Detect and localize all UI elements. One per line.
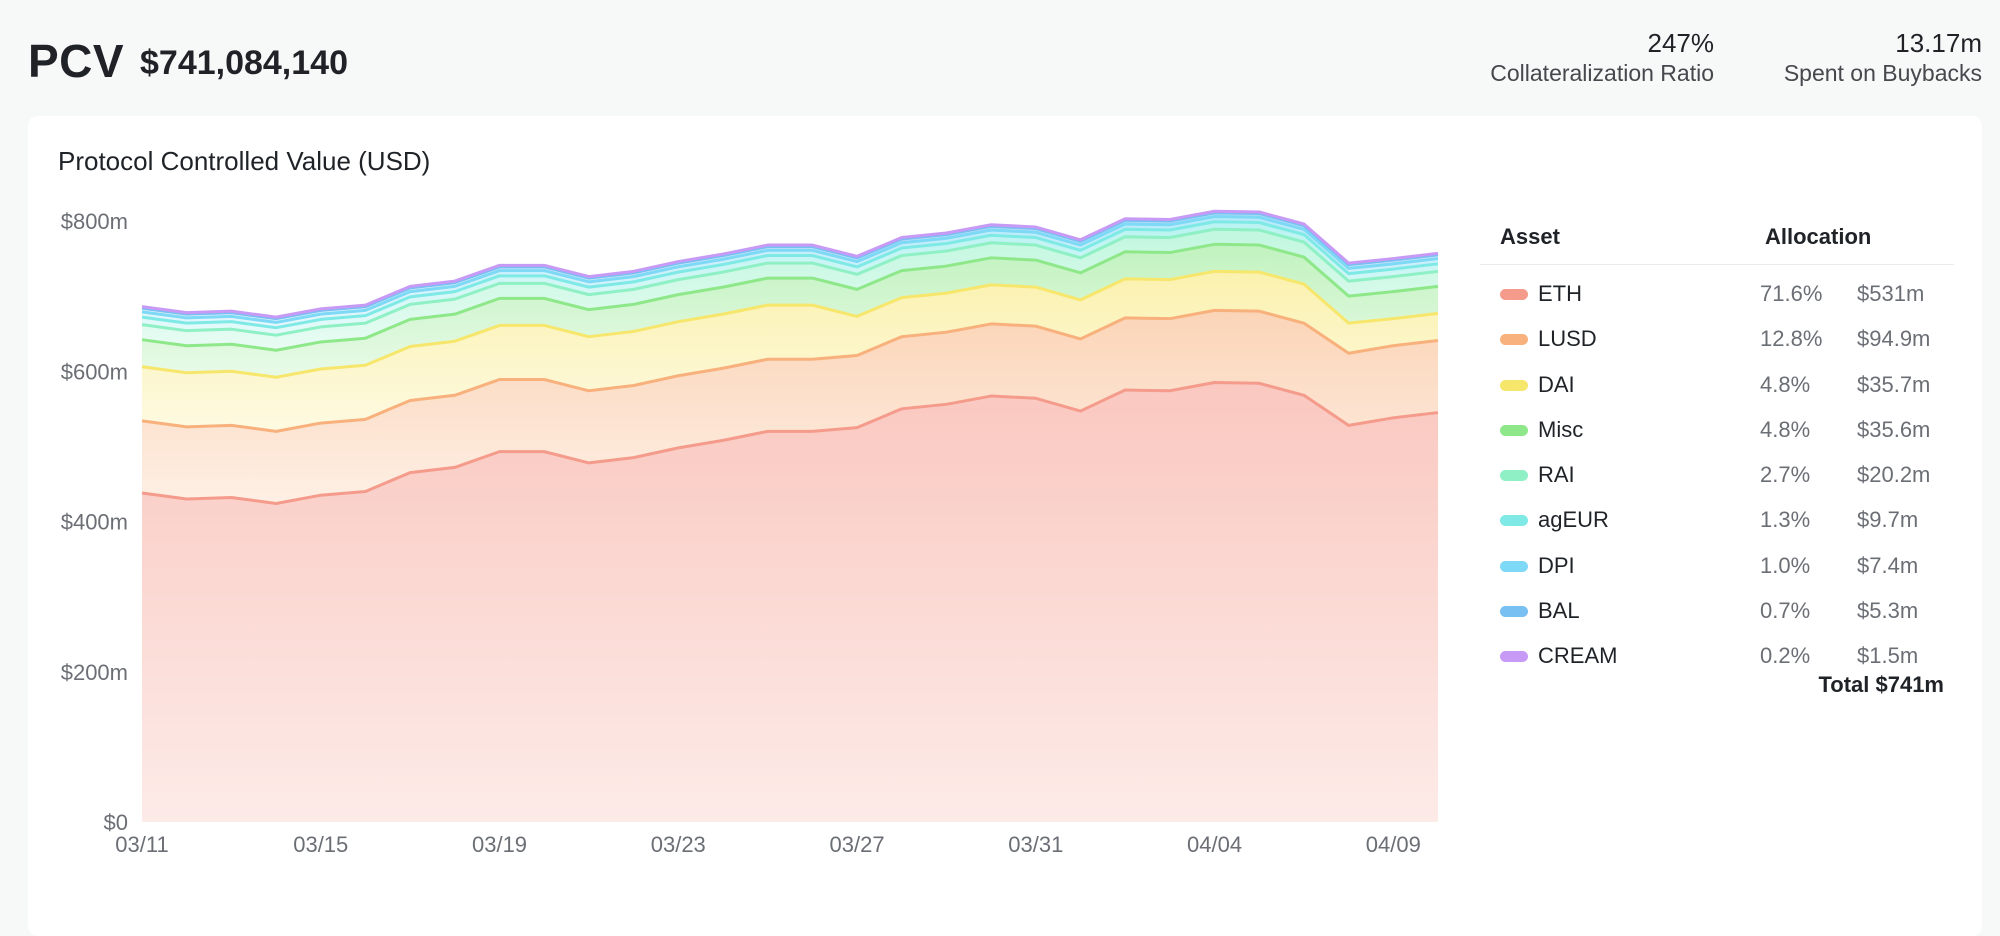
- x-axis-ticks: 03/11 03/15 03/19 03/23 03/27 03/31 04/04 04/09: [115, 832, 1421, 857]
- allocation-row-ageur: agEUR 1.3% $9.7m: [1480, 499, 1954, 544]
- allocation-table: Asset Allocation ETH 71.6% $531m LUSD 12.8% $…: [1480, 206, 1954, 697]
- asset-name: DAI: [1538, 371, 1575, 397]
- stat-value: 13.17m: [1895, 28, 1982, 58]
- stat-label: Spent on Buybacks: [1783, 60, 1982, 86]
- asset-name: LUSD: [1538, 326, 1597, 352]
- line-ageur: [141, 220, 1439, 330]
- line-dpi: [141, 214, 1439, 324]
- allocation-row-misc: Misc 4.8% $35.6m: [1480, 409, 1954, 454]
- color-swatch: [1500, 606, 1528, 618]
- area-misc[interactable]: [142, 244, 1438, 378]
- stat-value: 247%: [1647, 28, 1715, 58]
- stacked-area-chart[interactable]: $0$200m$400m$600m$800m 03/11 03/15 03/19 03…: [28, 116, 1478, 908]
- area-rai[interactable]: [142, 229, 1438, 351]
- y-tick-label: $200m: [61, 660, 128, 685]
- line-cream: [141, 209, 1439, 319]
- pcv-total-value: $741,084,140: [140, 44, 348, 82]
- x-tick-label: 03/15: [293, 832, 348, 857]
- x-tick-label: 03/31: [1008, 832, 1063, 857]
- stat-label: Collateralization Ratio: [1490, 60, 1714, 86]
- x-tick-label: 03/27: [830, 832, 885, 857]
- asset-name: DPI: [1538, 552, 1575, 578]
- asset-name: CREAM: [1538, 643, 1618, 669]
- x-tick-label: 03/23: [651, 832, 706, 857]
- allocation-row-cream: CREAM 0.2% $1.5m: [1480, 635, 1954, 680]
- stat-buybacks: 13.17m Spent on Buybacks: [1784, 28, 1982, 88]
- x-tick-label: 03/19: [472, 832, 527, 857]
- asset-percent: 0.7%: [1760, 598, 1811, 624]
- x-tick-label: 04/04: [1187, 832, 1242, 857]
- color-swatch: [1500, 289, 1528, 300]
- asset-percent: 12.8%: [1760, 326, 1823, 352]
- asset-amount: $20.2m: [1857, 462, 1931, 488]
- area-dai[interactable]: [142, 271, 1438, 432]
- chart-area[interactable]: $0 $200m $400m $600m $800m 03/11 03/15 03/19 03…: [28, 116, 1478, 908]
- color-swatch: [1500, 470, 1528, 482]
- color-swatch: [1500, 334, 1528, 346]
- area-eth[interactable]: [142, 382, 1438, 822]
- asset-amount: $35.6m: [1857, 416, 1931, 442]
- asset-percent: 4.8%: [1760, 371, 1811, 397]
- pcv-chart-card: Protocol Controlled Value (USD) $0 $200m $…: [28, 116, 1982, 936]
- page-header: PCV $741,084,140 247% Collateralization …: [0, 0, 2000, 116]
- y-tick-label: $0: [104, 810, 128, 835]
- area-lusd[interactable]: [142, 310, 1438, 504]
- x-tick-label: 04/09: [1366, 832, 1421, 857]
- chart-title: Protocol Controlled Value (USD): [58, 146, 431, 176]
- asset-amount: $7.4m: [1857, 552, 1919, 578]
- stat-collateralization: 247% Collateralization Ratio: [1490, 28, 1714, 88]
- color-swatch: [1500, 560, 1528, 572]
- asset-name: RAI: [1538, 462, 1575, 488]
- color-swatch: [1500, 651, 1528, 663]
- line-dai: [141, 269, 1439, 379]
- asset-amount: $35.7m: [1857, 371, 1931, 397]
- y-tick-label: $800m: [61, 209, 128, 234]
- allocation-row-eth: ETH 71.6% $531m: [1480, 273, 1954, 318]
- allocation-row-dai: DAI 4.8% $35.7m: [1480, 364, 1954, 409]
- allocation-row-dpi: DPI 1.0% $7.4m: [1480, 545, 1954, 590]
- allocation-table-header: Asset Allocation: [1480, 206, 1954, 265]
- line-misc: [141, 242, 1439, 352]
- line-rai: [141, 227, 1439, 337]
- asset-percent: 1.0%: [1760, 552, 1811, 578]
- area-layers: [142, 211, 1438, 822]
- color-swatch: [1500, 424, 1528, 436]
- color-swatch: [1500, 515, 1528, 527]
- asset-name: Misc: [1538, 416, 1584, 442]
- allocation-column-header: Allocation: [1765, 224, 1872, 249]
- y-axis-ticks: $0 $200m $400m $600m $800m: [61, 209, 128, 835]
- y-tick-label: $600m: [61, 359, 128, 384]
- asset-amount: $94.9m: [1857, 326, 1931, 352]
- allocation-row-lusd: LUSD 12.8% $94.9m: [1480, 318, 1954, 363]
- asset-amount: $531m: [1857, 281, 1925, 306]
- asset-name: BAL: [1538, 598, 1580, 624]
- allocation-row-bal: BAL 0.7% $5.3m: [1480, 590, 1954, 635]
- line-eth: [141, 381, 1439, 505]
- asset-column-header: Asset: [1500, 224, 1560, 249]
- asset-percent: 2.7%: [1760, 462, 1811, 488]
- allocation-row-rai: RAI 2.7% $20.2m: [1480, 454, 1954, 499]
- asset-percent: 1.3%: [1760, 507, 1811, 533]
- asset-name: ETH: [1538, 281, 1582, 306]
- page-title: PCV: [28, 35, 125, 87]
- line-lusd: [141, 308, 1439, 433]
- x-tick-label: 03/11: [115, 832, 168, 857]
- y-tick-label: $400m: [61, 510, 128, 535]
- asset-percent: 4.8%: [1760, 416, 1811, 442]
- asset-percent: 71.6%: [1760, 281, 1823, 306]
- asset-percent: 0.2%: [1760, 643, 1811, 669]
- asset-amount: $5.3m: [1857, 598, 1919, 624]
- allocation-rows: ETH 71.6% $531m LUSD 12.8% $94.9m DAI 4.8% $35.7…: [1480, 265, 1954, 681]
- asset-name: agEUR: [1538, 507, 1609, 533]
- asset-amount: $1.5m: [1857, 643, 1919, 669]
- asset-amount: $9.7m: [1857, 507, 1919, 533]
- allocation-total: Total $741m: [1818, 672, 1944, 697]
- color-swatch: [1500, 379, 1528, 391]
- series-lines: [141, 209, 1439, 505]
